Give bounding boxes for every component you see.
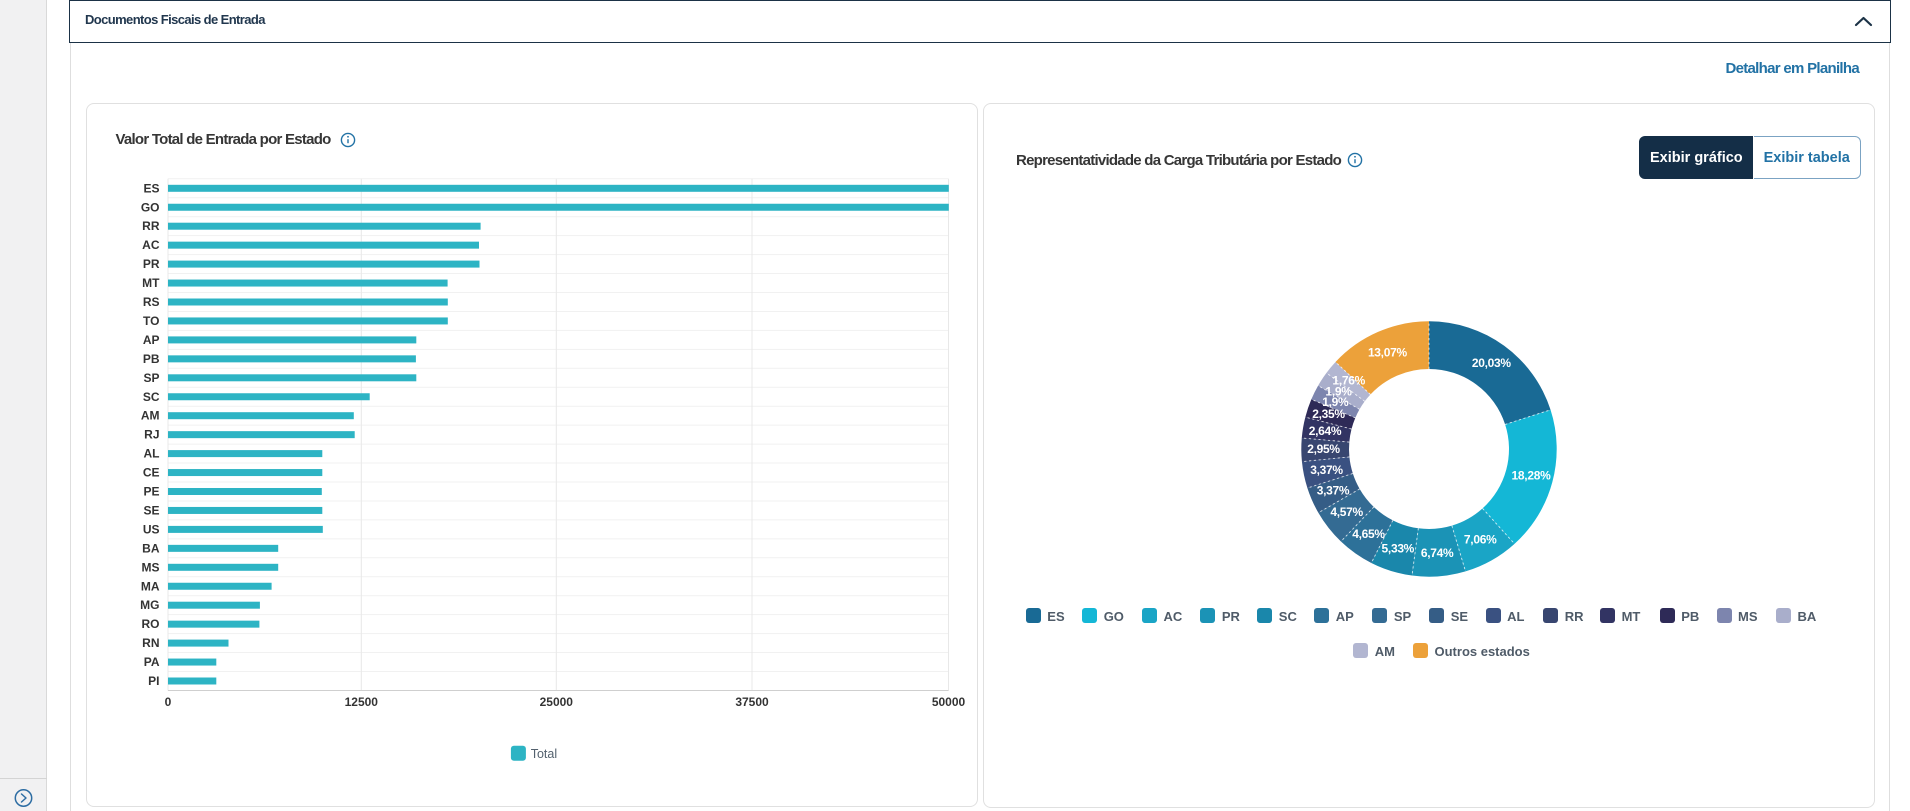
svg-text:6,74%: 6,74% bbox=[1420, 546, 1453, 560]
svg-text:SP: SP bbox=[143, 371, 159, 385]
svg-text:ES: ES bbox=[143, 181, 159, 195]
svg-text:RO: RO bbox=[141, 617, 159, 631]
svg-text:18,28%: 18,28% bbox=[1511, 469, 1551, 483]
svg-text:GO: GO bbox=[140, 200, 159, 214]
svg-text:CE: CE bbox=[142, 466, 159, 480]
svg-text:50000: 50000 bbox=[931, 695, 965, 709]
svg-text:3,37%: 3,37% bbox=[1316, 484, 1349, 498]
svg-text:1,9%: 1,9% bbox=[1322, 395, 1349, 409]
svg-text:AM: AM bbox=[140, 409, 159, 423]
svg-text:PI: PI bbox=[148, 674, 159, 688]
svg-text:Total: Total bbox=[530, 747, 556, 761]
svg-text:PR: PR bbox=[142, 257, 159, 271]
svg-text:RJ: RJ bbox=[144, 428, 159, 442]
svg-text:MG: MG bbox=[140, 598, 159, 612]
svg-text:2,35%: 2,35% bbox=[1312, 407, 1345, 421]
svg-text:20,03%: 20,03% bbox=[1471, 356, 1511, 370]
svg-text:7,06%: 7,06% bbox=[1463, 532, 1496, 546]
svg-text:25000: 25000 bbox=[539, 695, 573, 709]
svg-text:12500: 12500 bbox=[344, 695, 378, 709]
svg-text:2,95%: 2,95% bbox=[1307, 442, 1340, 456]
svg-text:MS: MS bbox=[141, 560, 159, 574]
svg-text:0: 0 bbox=[164, 695, 171, 709]
svg-text:MT: MT bbox=[142, 276, 160, 290]
svg-text:AL: AL bbox=[143, 447, 159, 461]
svg-text:1,9%: 1,9% bbox=[1325, 384, 1352, 398]
svg-text:RS: RS bbox=[142, 295, 159, 309]
svg-text:TO: TO bbox=[143, 314, 159, 328]
svg-text:SE: SE bbox=[143, 503, 159, 517]
svg-text:MA: MA bbox=[140, 579, 159, 593]
svg-text:RN: RN bbox=[142, 636, 159, 650]
svg-text:SC: SC bbox=[142, 390, 159, 404]
svg-text:PE: PE bbox=[143, 485, 159, 499]
svg-text:5,33%: 5,33% bbox=[1381, 542, 1414, 556]
svg-text:RR: RR bbox=[142, 219, 160, 233]
svg-text:3,37%: 3,37% bbox=[1310, 463, 1343, 477]
svg-text:1,76%: 1,76% bbox=[1332, 374, 1365, 388]
svg-text:4,65%: 4,65% bbox=[1352, 527, 1385, 541]
svg-text:PB: PB bbox=[142, 352, 159, 366]
svg-text:US: US bbox=[142, 522, 159, 536]
svg-text:BA: BA bbox=[142, 541, 160, 555]
svg-text:PA: PA bbox=[143, 655, 159, 669]
svg-text:AC: AC bbox=[142, 238, 160, 252]
svg-text:2,64%: 2,64% bbox=[1308, 424, 1341, 438]
svg-text:AP: AP bbox=[142, 333, 159, 347]
svg-text:13,07%: 13,07% bbox=[1367, 346, 1407, 360]
svg-text:4,57%: 4,57% bbox=[1330, 505, 1363, 519]
svg-text:37500: 37500 bbox=[735, 695, 769, 709]
